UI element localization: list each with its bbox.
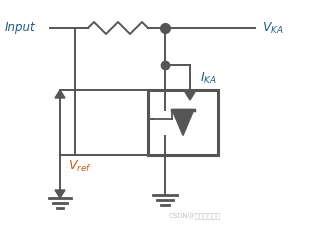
Text: $V_{ref}$: $V_{ref}$ [68, 159, 92, 174]
Text: Input: Input [5, 22, 36, 34]
Polygon shape [55, 90, 65, 98]
Bar [75, 90, 148, 155]
Polygon shape [55, 190, 65, 198]
Text: $I_{KA}$: $I_{KA}$ [200, 71, 217, 86]
Polygon shape [185, 92, 195, 100]
Text: CSDN@一口吃俩胖子: CSDN@一口吃俩胖子 [169, 212, 221, 220]
Polygon shape [172, 110, 194, 135]
Text: $V_{KA}$: $V_{KA}$ [262, 20, 284, 36]
Bar [148, 90, 218, 155]
